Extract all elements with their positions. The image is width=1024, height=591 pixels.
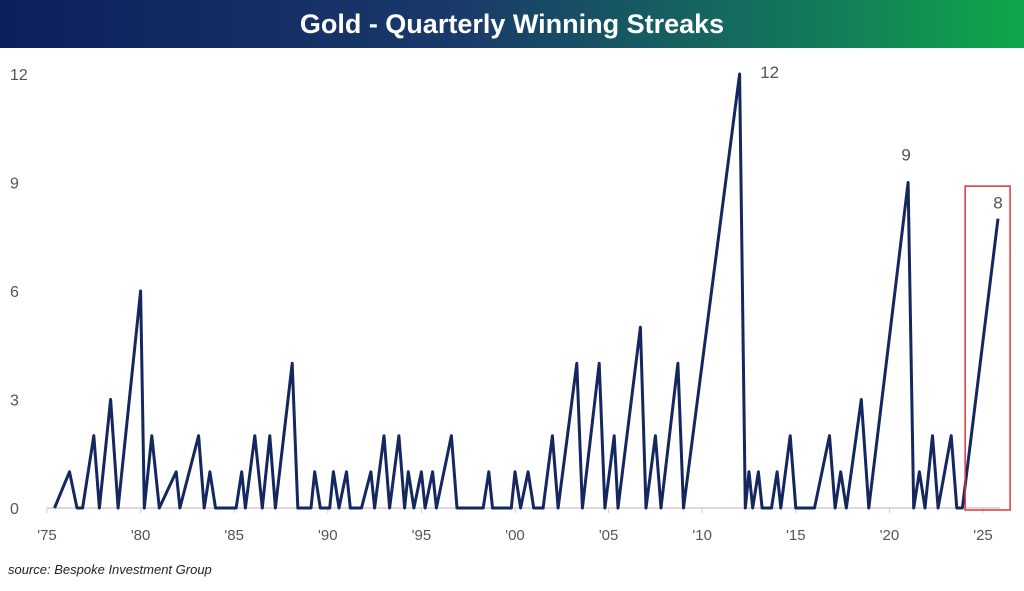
x-tick-label: '15 xyxy=(786,527,806,544)
x-tick-label: '90 xyxy=(318,527,338,544)
data-label: 8 xyxy=(993,194,1002,213)
chart-title: Gold - Quarterly Winning Streaks xyxy=(299,8,725,39)
data-label: 9 xyxy=(901,146,910,165)
x-tick-label: '00 xyxy=(505,527,525,544)
y-tick-label: 6 xyxy=(10,284,19,301)
data-label: 12 xyxy=(760,63,779,82)
highlight-box xyxy=(964,185,1011,511)
x-tick-label: '95 xyxy=(412,527,432,544)
series-line-winning-streak xyxy=(53,72,1000,510)
x-tick-label: '25 xyxy=(973,527,993,544)
x-tick-label: '85 xyxy=(224,527,244,544)
y-tick-label: 9 xyxy=(10,176,19,193)
x-tick-label: '10 xyxy=(692,527,712,544)
x-tick-label: '05 xyxy=(599,527,619,544)
y-tick-label: 0 xyxy=(10,501,19,518)
title-bar: Gold - Quarterly Winning Streaks xyxy=(0,0,1024,48)
x-tick-label: '20 xyxy=(880,527,900,544)
source-note: source: Bespoke Investment Group xyxy=(8,562,212,577)
y-tick-label: 3 xyxy=(10,393,19,410)
x-tick-label: '75 xyxy=(37,527,57,544)
x-tick-label: '80 xyxy=(131,527,151,544)
y-tick-label: 12 xyxy=(10,67,28,84)
